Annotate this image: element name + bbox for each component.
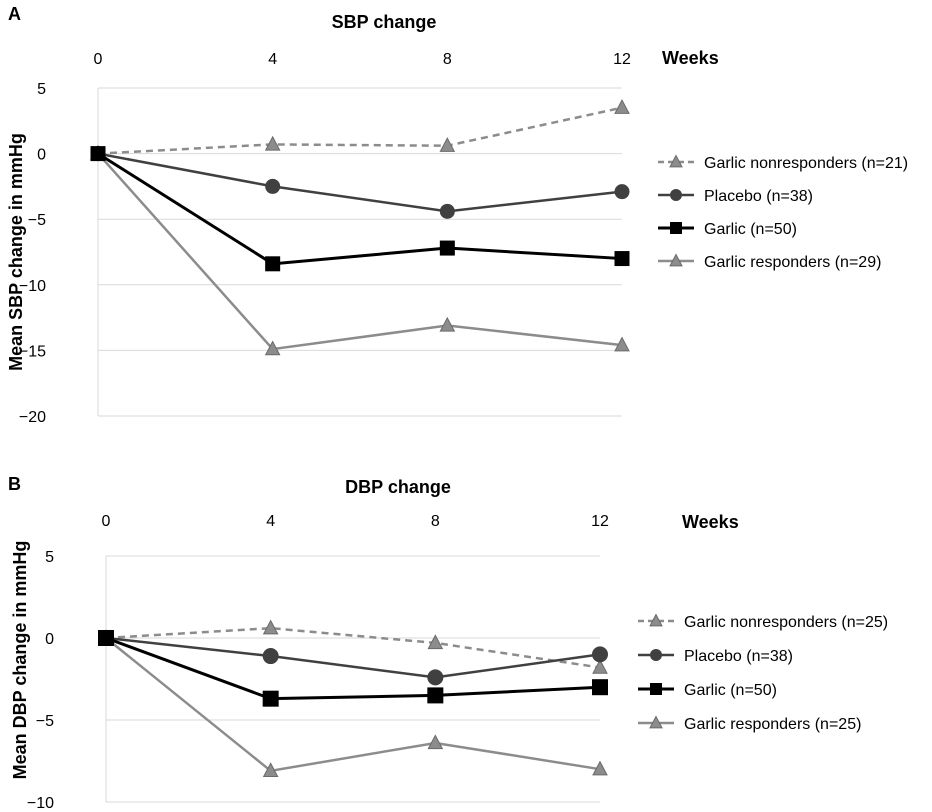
series-3: [98, 629, 608, 778]
panel-a-letter: A: [8, 4, 21, 24]
legend-label: Garlic nonresponders (n=21): [704, 155, 908, 172]
legend-marker: [649, 715, 663, 729]
data-point: [614, 336, 630, 352]
x-tick-label: 8: [443, 51, 452, 68]
data-point: [262, 762, 279, 778]
x-tick-label: 8: [431, 513, 440, 530]
panel-b-letter: B: [8, 474, 21, 494]
y-tick-label: −15: [19, 343, 46, 360]
legend-item: Garlic nonresponders (n=25): [638, 613, 888, 631]
y-axis-label: Mean DBP change in mmHg: [10, 541, 30, 780]
data-point: [264, 340, 281, 356]
legend-item: Placebo (n=38): [638, 648, 793, 665]
legend-label: Garlic responders (n=25): [684, 716, 861, 733]
data-point: [614, 99, 630, 114]
legend-item: Garlic (n=50): [658, 221, 797, 238]
data-point: [592, 760, 608, 776]
data-point: [427, 687, 444, 704]
data-point: [265, 256, 281, 272]
legend-label: Garlic (n=50): [704, 221, 797, 238]
legend-item: Garlic responders (n=29): [658, 253, 881, 271]
legend-marker: [670, 189, 682, 201]
data-point: [439, 316, 456, 332]
data-point: [439, 240, 455, 256]
data-point: [98, 630, 114, 646]
panel-a: A SBP change Weeks Mean SBP change in mmHg…: [6, 4, 908, 426]
data-point: [439, 137, 456, 152]
y-tick-label: −5: [28, 212, 46, 229]
x-axis-label: Weeks: [682, 512, 739, 532]
legend-marker: [650, 683, 662, 695]
data-point: [265, 178, 281, 194]
data-point: [592, 646, 608, 663]
data-point: [592, 658, 608, 674]
data-point: [262, 690, 279, 707]
series-3: [90, 144, 630, 356]
legend-marker: [669, 154, 683, 168]
data-point: [427, 734, 444, 750]
x-tick-label: 4: [268, 51, 277, 68]
legend-item: Garlic (n=50): [638, 682, 777, 699]
chart-title: DBP change: [345, 477, 451, 497]
series-line: [105, 626, 601, 669]
data-point: [592, 679, 608, 696]
legend-item: Garlic responders (n=25): [638, 715, 861, 733]
legend-item: Garlic nonresponders (n=21): [658, 154, 908, 172]
y-tick-label: 0: [45, 631, 54, 648]
legend-label: Garlic (n=50): [684, 682, 777, 699]
series-line: [105, 636, 601, 701]
legend-marker: [670, 222, 682, 234]
series-line: [97, 152, 623, 213]
data-point: [439, 203, 455, 219]
y-tick-label: 0: [37, 147, 46, 164]
legend-marker: [649, 613, 663, 627]
legend: Garlic nonresponders (n=25) Placebo (n=38…: [638, 613, 888, 733]
x-tick-label: 0: [102, 513, 111, 530]
data-point: [614, 251, 630, 267]
legend: Garlic nonresponders (n=21) Placebo (n=38…: [658, 154, 908, 271]
y-axis-label: Mean SBP change in mmHg: [6, 133, 26, 371]
series-line: [105, 636, 601, 679]
y-tick-label: 5: [45, 549, 54, 566]
series-line: [97, 152, 623, 351]
y-tick-label: 5: [37, 81, 46, 98]
x-axis-label: Weeks: [662, 48, 719, 68]
y-tick-label: −10: [27, 795, 54, 812]
y-tick-label: −20: [19, 409, 46, 426]
legend-item: Placebo (n=38): [658, 188, 813, 205]
data-point: [614, 184, 630, 200]
legend-marker: [669, 253, 683, 267]
data-point: [264, 135, 281, 151]
series-1: [90, 146, 630, 219]
series-0: [90, 99, 630, 160]
data-point: [427, 634, 444, 650]
legend-marker: [650, 649, 662, 661]
x-tick-label: 12: [591, 513, 609, 530]
series-line: [105, 637, 601, 773]
legend-label: Garlic nonresponders (n=25): [684, 614, 888, 631]
series-2: [90, 146, 630, 272]
y-tick-label: −5: [36, 713, 54, 730]
x-tick-label: 12: [613, 51, 631, 68]
series-2: [98, 630, 608, 707]
data-point: [262, 619, 279, 635]
series-line: [97, 152, 623, 266]
legend-label: Placebo (n=38): [704, 188, 813, 205]
x-tick-label: 4: [266, 513, 275, 530]
chart-title: SBP change: [332, 12, 437, 32]
data-point: [90, 146, 106, 162]
data-point: [262, 648, 279, 665]
panel-b: B DBP change Weeks Mean DBP change in mmHg…: [8, 474, 888, 812]
y-tick-label: −10: [19, 278, 46, 295]
legend-label: Placebo (n=38): [684, 648, 793, 665]
data-point: [427, 669, 444, 686]
series-line: [97, 106, 623, 155]
x-tick-label: 0: [94, 51, 103, 68]
legend-label: Garlic responders (n=29): [704, 254, 881, 271]
